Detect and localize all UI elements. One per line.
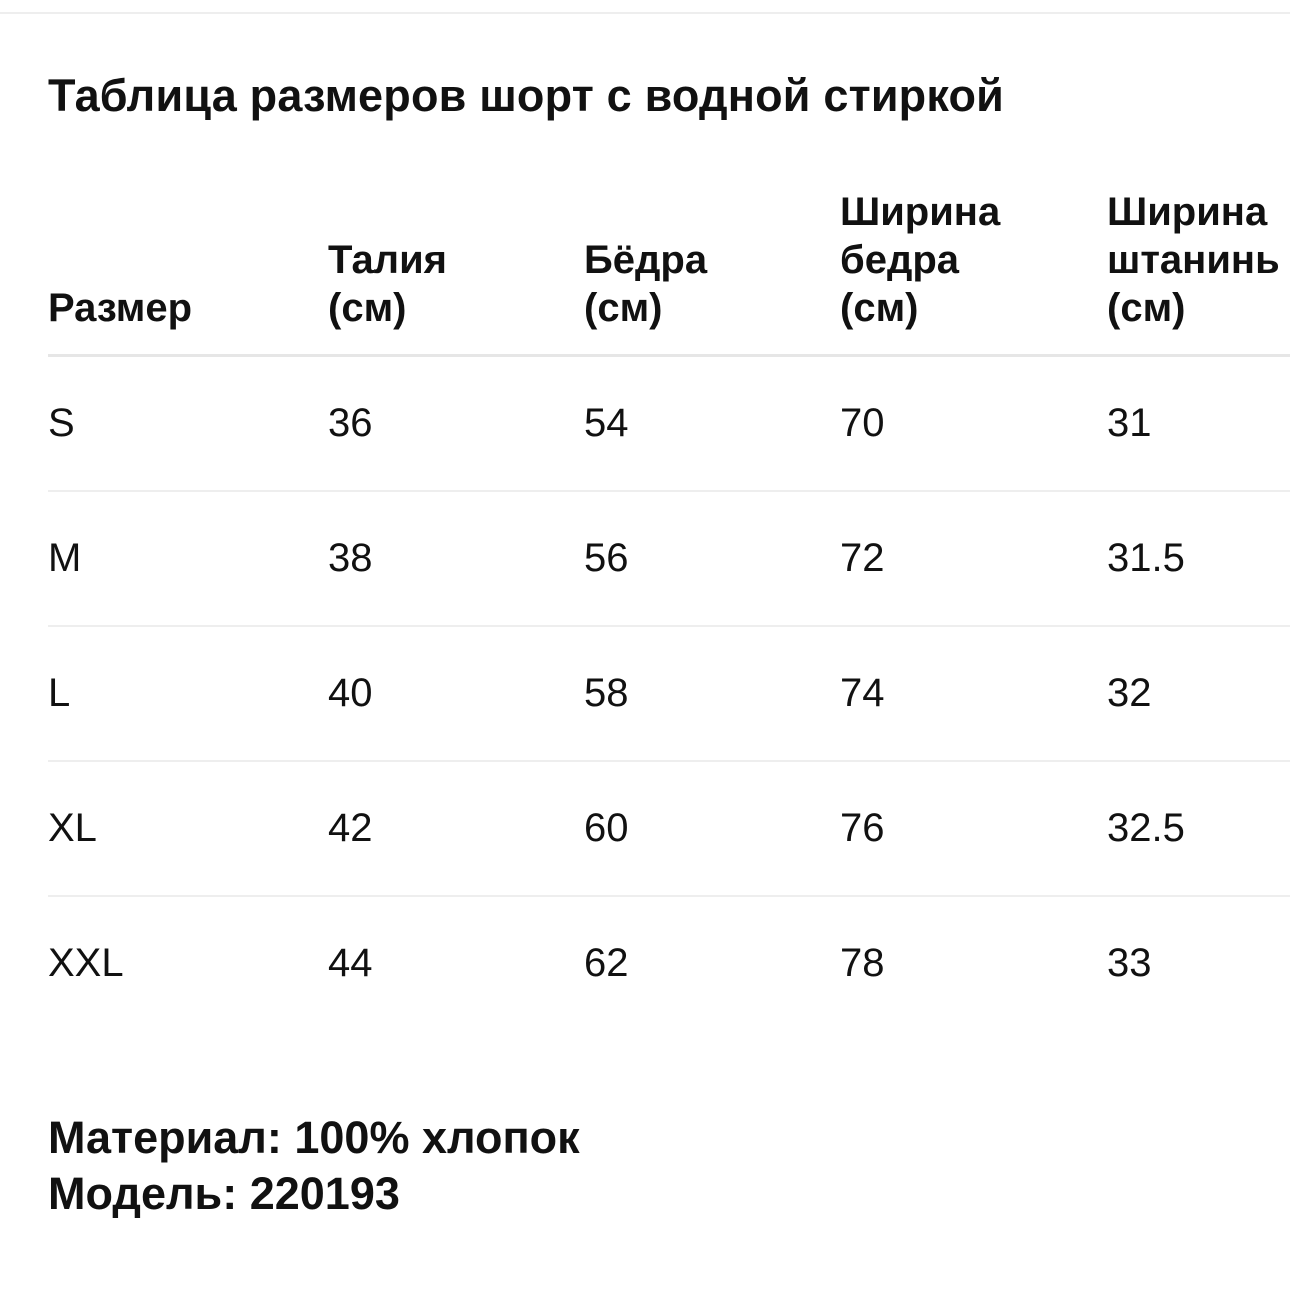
- size-table: Размер Талия (см) Бёдра (см) Ширина бедр…: [48, 180, 1290, 1030]
- table-row: M 38 56 72 31.5: [48, 492, 1290, 627]
- model-info: Модель: 220193: [48, 1168, 400, 1219]
- cell-size: L: [48, 671, 71, 715]
- header-hips: Бёдра (см): [584, 238, 708, 330]
- cell-thigh-width: 74: [840, 671, 885, 715]
- cell-thigh-width: 70: [840, 401, 885, 445]
- cell-hips: 54: [584, 401, 629, 445]
- cell-size: M: [48, 536, 82, 580]
- cell-leg-width: 32: [1107, 671, 1152, 715]
- top-divider: [0, 12, 1290, 14]
- cell-size: S: [48, 401, 75, 445]
- cell-hips: 60: [584, 806, 629, 850]
- cell-size: XL: [48, 806, 97, 850]
- table-row: S 36 54 70 31: [48, 357, 1290, 492]
- cell-leg-width: 31.5: [1107, 536, 1185, 580]
- cell-leg-width: 31: [1107, 401, 1152, 445]
- cell-thigh-width: 78: [840, 941, 885, 985]
- cell-hips: 62: [584, 941, 629, 985]
- cell-leg-width: 32.5: [1107, 806, 1185, 850]
- header-waist: Талия (см): [328, 238, 448, 330]
- cell-waist: 38: [328, 536, 373, 580]
- header-thigh-width: Ширина бедра (см): [840, 190, 1001, 330]
- header-size: Размер: [48, 286, 193, 330]
- table-row: XL 42 60 76 32.5: [48, 762, 1290, 897]
- material-info: Материал: 100% хлопок: [48, 1112, 580, 1163]
- cell-size: XXL: [48, 941, 124, 985]
- cell-leg-width: 33: [1107, 941, 1152, 985]
- cell-waist: 44: [328, 941, 373, 985]
- header-leg-width: Ширина штанинь (см): [1107, 190, 1280, 330]
- cell-waist: 42: [328, 806, 373, 850]
- page-title: Таблица размеров шорт с водной стиркой: [48, 70, 1005, 121]
- cell-thigh-width: 72: [840, 536, 885, 580]
- cell-waist: 40: [328, 671, 373, 715]
- table-row: XXL 44 62 78 33: [48, 897, 1290, 1030]
- table-row: L 40 58 74 32: [48, 627, 1290, 762]
- cell-hips: 58: [584, 671, 629, 715]
- cell-hips: 56: [584, 536, 629, 580]
- cell-waist: 36: [328, 401, 373, 445]
- table-header: Размер Талия (см) Бёдра (см) Ширина бедр…: [48, 180, 1290, 357]
- cell-thigh-width: 76: [840, 806, 885, 850]
